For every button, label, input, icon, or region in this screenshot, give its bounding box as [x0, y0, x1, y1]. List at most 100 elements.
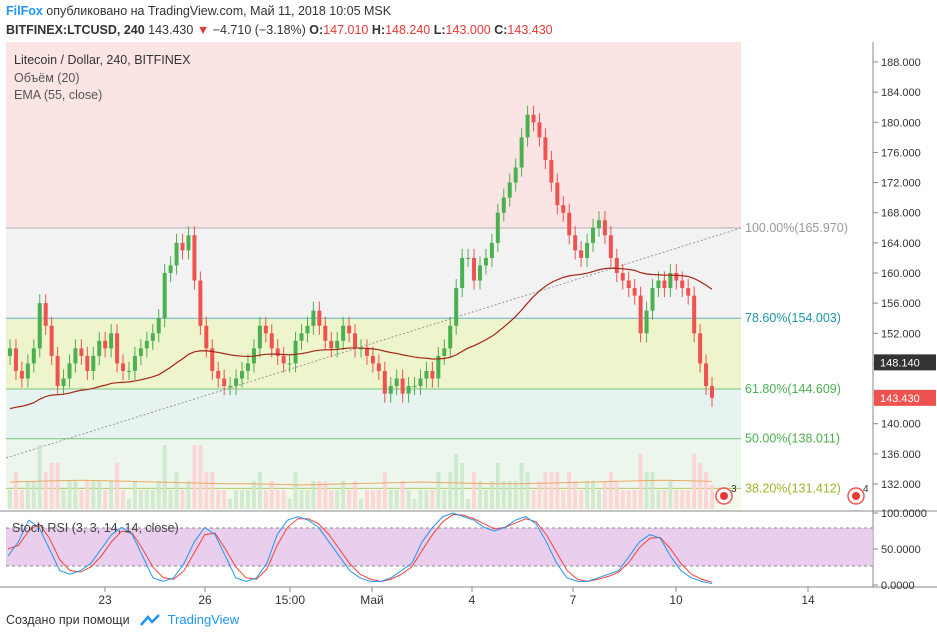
event-badge-2[interactable]: 4 [848, 484, 869, 504]
candle[interactable] [585, 243, 589, 258]
candle[interactable] [603, 220, 607, 235]
candle[interactable] [496, 213, 500, 243]
candle[interactable] [704, 363, 708, 386]
candle[interactable] [127, 371, 131, 372]
candle[interactable] [56, 356, 60, 386]
candle[interactable] [341, 326, 345, 341]
candle[interactable] [395, 379, 399, 387]
candle[interactable] [204, 326, 208, 349]
candle[interactable] [264, 326, 268, 334]
candle[interactable] [383, 371, 387, 394]
candle[interactable] [413, 386, 417, 387]
candle[interactable] [454, 288, 458, 326]
candle[interactable] [133, 356, 137, 371]
candle[interactable] [115, 333, 119, 363]
candle[interactable] [175, 243, 179, 266]
candle[interactable] [365, 348, 369, 356]
candle[interactable] [270, 333, 274, 348]
candle[interactable] [305, 326, 309, 334]
candle[interactable] [651, 288, 655, 311]
candle[interactable] [26, 363, 30, 378]
candle[interactable] [401, 379, 405, 394]
candle[interactable] [418, 379, 422, 387]
candle[interactable] [674, 273, 678, 281]
candle[interactable] [14, 348, 18, 371]
candle[interactable] [609, 235, 613, 258]
candle[interactable] [240, 371, 244, 379]
candle[interactable] [698, 333, 702, 363]
candle[interactable] [103, 341, 107, 349]
candle[interactable] [121, 363, 125, 371]
candle[interactable] [686, 288, 690, 296]
candle[interactable] [502, 198, 506, 213]
candle[interactable] [377, 363, 381, 371]
candle[interactable] [430, 371, 434, 379]
price-chart[interactable]: 100.00%(165.970) 78.60%(154.003) 61.80%(14… [0, 42, 937, 610]
candle[interactable] [282, 356, 286, 364]
candle[interactable] [389, 386, 393, 394]
candle[interactable] [62, 379, 66, 387]
candle[interactable] [448, 326, 452, 349]
candle[interactable] [621, 273, 625, 281]
candle[interactable] [67, 363, 71, 378]
candle[interactable] [300, 333, 304, 341]
candle[interactable] [484, 258, 488, 266]
candle[interactable] [145, 341, 149, 349]
author-link[interactable]: FilFox [6, 4, 43, 18]
candle[interactable] [44, 303, 48, 326]
candle[interactable] [32, 348, 36, 363]
candle[interactable] [567, 213, 571, 236]
candle[interactable] [109, 333, 113, 348]
candle[interactable] [216, 371, 220, 379]
candle[interactable] [97, 341, 101, 356]
candle[interactable] [549, 160, 553, 183]
candle[interactable] [680, 281, 684, 289]
candle[interactable] [157, 318, 161, 333]
candle[interactable] [181, 243, 185, 251]
candle[interactable] [139, 348, 143, 356]
tradingview-link[interactable]: TradingView [168, 612, 240, 627]
candle[interactable] [234, 379, 238, 387]
candle[interactable] [656, 281, 660, 289]
candle[interactable] [85, 356, 89, 371]
candle[interactable] [555, 183, 559, 206]
candle[interactable] [573, 235, 577, 250]
candle[interactable] [591, 228, 595, 243]
candle[interactable] [222, 379, 226, 387]
candle[interactable] [50, 326, 54, 356]
candle[interactable] [198, 281, 202, 326]
candle[interactable] [627, 281, 631, 289]
candle[interactable] [710, 386, 714, 398]
candle[interactable] [442, 348, 446, 356]
candle[interactable] [645, 311, 649, 334]
candle[interactable] [460, 258, 464, 288]
candle[interactable] [532, 115, 536, 123]
candle[interactable] [246, 363, 250, 371]
candle[interactable] [615, 258, 619, 273]
candle[interactable] [633, 288, 637, 296]
candle[interactable] [466, 258, 470, 259]
candle[interactable] [478, 265, 482, 280]
candle[interactable] [662, 281, 666, 289]
candle[interactable] [288, 363, 292, 364]
candle[interactable] [472, 258, 476, 281]
candle[interactable] [323, 326, 327, 341]
candle[interactable] [38, 303, 42, 348]
candle[interactable] [329, 341, 333, 349]
candle[interactable] [520, 137, 524, 167]
candle[interactable] [543, 137, 547, 160]
candle[interactable] [508, 183, 512, 198]
candle[interactable] [526, 115, 530, 138]
candle[interactable] [151, 333, 155, 341]
candle[interactable] [258, 326, 262, 349]
candle[interactable] [311, 311, 315, 326]
candle[interactable] [186, 235, 190, 250]
candle[interactable] [514, 168, 518, 183]
candle[interactable] [424, 371, 428, 379]
candle[interactable] [537, 122, 541, 137]
candle[interactable] [79, 348, 83, 356]
candle[interactable] [91, 356, 95, 371]
candle[interactable] [335, 341, 339, 349]
candle[interactable] [169, 265, 173, 273]
candle[interactable] [73, 348, 77, 363]
